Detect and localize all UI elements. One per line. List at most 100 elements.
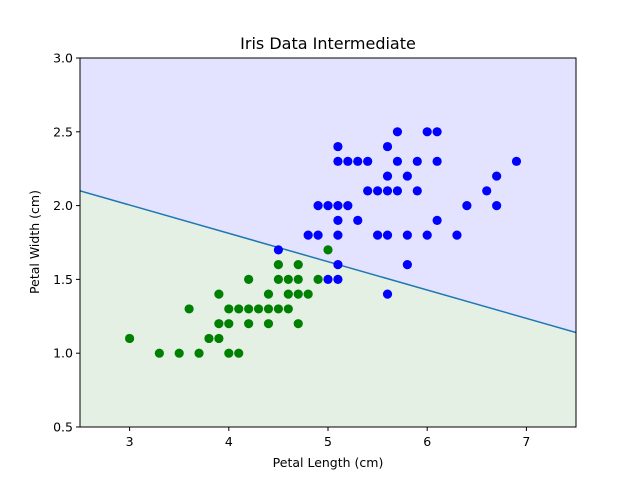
blue-data-point	[412, 186, 422, 196]
blue-data-point	[363, 186, 373, 196]
green-data-point	[293, 319, 303, 329]
lower-decision-region	[80, 190, 576, 427]
x-tick-label: 7	[522, 434, 530, 449]
green-data-point	[253, 304, 264, 314]
blue-data-point	[402, 260, 412, 270]
green-data-point	[273, 260, 283, 270]
x-axis-label: Petal Length (cm)	[273, 455, 384, 470]
blue-data-point	[402, 230, 412, 240]
y-axis: 0.5 1.0 1.5 2.0 2.5 3.0	[53, 51, 80, 435]
green-data-point	[283, 289, 293, 299]
blue-data-point	[303, 230, 313, 240]
green-data-point	[244, 319, 254, 329]
x-tick-label: 5	[324, 434, 332, 449]
green-data-point	[214, 289, 224, 299]
blue-data-point	[402, 171, 412, 181]
blue-data-point	[333, 260, 343, 270]
blue-data-point	[333, 215, 343, 225]
plot-area	[79, 57, 577, 428]
blue-data-point	[392, 186, 403, 196]
x-tick-label: 4	[225, 434, 233, 449]
green-data-point	[154, 348, 164, 358]
blue-data-point	[422, 230, 432, 240]
green-data-point	[263, 319, 274, 329]
blue-data-point	[382, 230, 393, 240]
blue-data-point	[432, 127, 442, 137]
x-axis: 3 4 5 6 7	[126, 427, 530, 449]
blue-data-point	[333, 274, 343, 284]
blue-data-point	[492, 201, 502, 211]
green-data-point	[283, 274, 293, 284]
blue-data-point	[412, 156, 422, 166]
blue-data-point	[323, 274, 333, 284]
chart-title: Iris Data Intermediate	[240, 34, 416, 53]
blue-data-point	[492, 171, 502, 181]
y-tick-label: 1.0	[53, 346, 73, 361]
blue-data-point	[382, 289, 393, 299]
green-data-point	[204, 333, 214, 344]
green-data-point	[214, 333, 224, 344]
green-data-point	[273, 304, 283, 314]
green-data-point	[303, 289, 313, 299]
green-data-point	[263, 289, 274, 299]
blue-data-point	[333, 201, 343, 211]
blue-data-point	[432, 156, 442, 166]
blue-data-point	[323, 201, 333, 211]
blue-data-point	[392, 156, 403, 166]
blue-data-point	[363, 156, 373, 166]
blue-data-point	[382, 171, 393, 181]
y-axis-label: Petal Width (cm)	[27, 190, 42, 294]
blue-data-point	[313, 201, 323, 211]
y-tick-label: 0.5	[53, 420, 73, 435]
blue-data-point	[452, 230, 462, 240]
x-tick-label: 3	[126, 434, 134, 449]
blue-data-point	[482, 186, 492, 196]
green-data-point	[273, 274, 283, 284]
green-data-point	[263, 304, 274, 314]
blue-data-point	[373, 230, 383, 240]
green-data-point	[184, 304, 194, 314]
green-data-point	[244, 274, 254, 284]
y-tick-label: 2.0	[53, 198, 73, 213]
blue-data-point	[353, 215, 363, 225]
blue-data-point	[333, 156, 343, 166]
green-data-point	[283, 304, 293, 314]
green-data-point	[323, 245, 333, 255]
blue-data-point	[333, 141, 343, 152]
green-data-point	[293, 289, 303, 299]
green-data-point	[293, 274, 303, 284]
blue-data-point	[373, 186, 383, 196]
green-data-point	[224, 348, 234, 358]
blue-data-point	[462, 201, 472, 211]
green-data-point	[214, 319, 224, 329]
decision-boundary-line	[80, 190, 576, 334]
green-data-point	[234, 348, 244, 358]
green-data-point	[313, 274, 323, 284]
y-tick-label: 2.5	[53, 124, 73, 139]
green-data-point	[224, 304, 234, 314]
green-data-point	[174, 348, 184, 358]
x-tick-label: 6	[423, 434, 431, 449]
blue-data-point	[273, 245, 283, 255]
blue-data-point	[511, 156, 522, 166]
blue-data-point	[432, 215, 442, 225]
green-data-point	[293, 260, 303, 270]
green-data-point	[224, 319, 234, 329]
y-tick-label: 3.0	[53, 51, 73, 66]
blue-data-point	[392, 127, 403, 137]
green-data-point	[234, 304, 244, 314]
y-tick-label: 1.5	[53, 272, 73, 287]
blue-data-point	[313, 230, 323, 240]
blue-data-point	[333, 230, 343, 240]
green-data-point	[194, 348, 204, 358]
blue-data-point	[343, 156, 353, 166]
green-data-point	[125, 333, 135, 344]
blue-data-point	[353, 156, 363, 166]
blue-data-point	[382, 186, 393, 196]
upper-decision-region	[80, 58, 576, 333]
blue-data-point	[382, 141, 393, 152]
blue-data-point	[422, 127, 432, 137]
blue-data-point	[343, 201, 353, 211]
data-points	[125, 127, 522, 358]
